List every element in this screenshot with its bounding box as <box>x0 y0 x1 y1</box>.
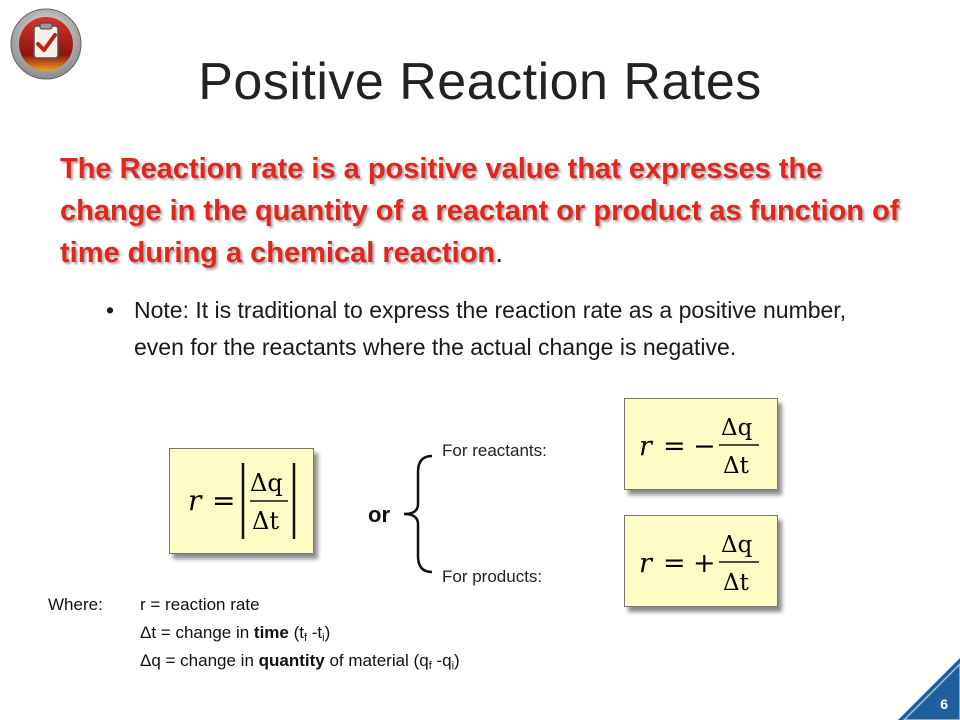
time-end: ) <box>324 623 331 642</box>
where-label: Where: <box>48 595 103 614</box>
where-line-rate: r = reaction rate <box>140 595 260 614</box>
quantity-end: ) <box>454 651 460 670</box>
reactant-eq: = <box>663 431 686 462</box>
reactant-numerator: Δq <box>721 415 753 441</box>
definition-headline: The Reaction rate is a positive value th… <box>60 148 900 274</box>
absolute-rate-formula: r = Δq Δt <box>169 448 314 554</box>
clipboard-checkmark-icon <box>10 8 82 80</box>
quantity-prefix: Δq = change in <box>140 651 259 670</box>
quantity-bold: quantity <box>258 651 325 670</box>
where-line-time: Δt = change in time (tf -ti) <box>140 620 330 651</box>
for-products-label: For products: <box>442 567 543 586</box>
product-rate-formula: r = + Δq Δt <box>624 515 778 607</box>
time-bold: time <box>253 623 289 642</box>
formula-r: r <box>188 484 203 517</box>
time-sub-i: i <box>322 632 325 644</box>
definition-text: The Reaction rate is a positive value th… <box>60 153 900 269</box>
page-title: Positive Reaction Rates <box>198 53 762 111</box>
product-plus: + <box>693 548 716 579</box>
time-sub-f: f <box>303 632 308 644</box>
time-suffix: (t <box>288 623 304 642</box>
reactant-rate-formula: r = − Δq Δt <box>624 398 778 490</box>
quantity-suffix: of material (q <box>324 651 429 670</box>
bullet-icon: • <box>106 297 115 323</box>
product-denominator: Δt <box>723 570 750 596</box>
reactant-denominator: Δt <box>723 453 750 479</box>
brace-icon <box>403 454 433 574</box>
product-numerator: Δq <box>721 532 753 558</box>
page-number-badge <box>898 658 960 720</box>
page-number: 6 <box>940 696 948 712</box>
where-line-quantity: Δq = change in quantity of material (qf … <box>140 648 460 679</box>
definition-period: . <box>495 237 504 269</box>
reactant-r: r <box>639 431 654 462</box>
formula-numerator: Δq <box>250 469 283 497</box>
formula-denominator: Δt <box>252 507 279 535</box>
product-r: r <box>639 548 654 579</box>
or-label: or <box>368 502 390 527</box>
time-prefix: Δt = change in <box>140 623 254 642</box>
reactant-minus: − <box>693 431 716 462</box>
note-bullet: • Note: It is traditional to express the… <box>106 292 896 366</box>
formula-eq: = <box>212 484 235 517</box>
product-eq: = <box>663 548 686 579</box>
time-mid: -t <box>307 623 323 642</box>
for-reactants-label: For reactants: <box>442 441 547 460</box>
note-text: Note: It is traditional to express the r… <box>134 297 847 360</box>
quantity-mid: -q <box>431 651 452 670</box>
quantity-sub-i: i <box>451 660 455 672</box>
quantity-sub-f: f <box>428 660 432 672</box>
